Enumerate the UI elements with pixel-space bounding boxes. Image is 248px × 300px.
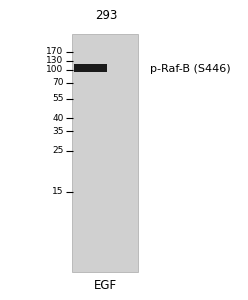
Text: 100: 100	[46, 65, 63, 74]
Text: p-Raf-B (S446): p-Raf-B (S446)	[151, 64, 231, 74]
Text: 130: 130	[46, 56, 63, 65]
Bar	[74, 64, 107, 72]
Text: 15: 15	[52, 187, 63, 196]
Bar	[72, 34, 138, 272]
Text: 40: 40	[52, 114, 63, 123]
Text: 25: 25	[52, 146, 63, 155]
Text: 55: 55	[52, 94, 63, 103]
Text: EGF: EGF	[94, 279, 117, 292]
Text: 170: 170	[46, 47, 63, 56]
Text: 293: 293	[95, 9, 117, 22]
Text: 70: 70	[52, 78, 63, 87]
Text: 35: 35	[52, 127, 63, 136]
